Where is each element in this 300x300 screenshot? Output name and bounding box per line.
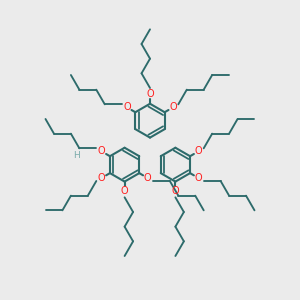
Text: O: O	[98, 146, 106, 156]
Text: O: O	[169, 102, 177, 112]
Text: O: O	[123, 102, 131, 112]
Text: O: O	[144, 173, 152, 183]
Text: O: O	[194, 146, 202, 156]
Text: O: O	[98, 173, 106, 183]
Text: O: O	[194, 173, 202, 183]
Text: O: O	[146, 89, 154, 99]
Text: H: H	[73, 152, 80, 160]
Text: O: O	[121, 186, 128, 196]
Text: O: O	[172, 186, 179, 196]
